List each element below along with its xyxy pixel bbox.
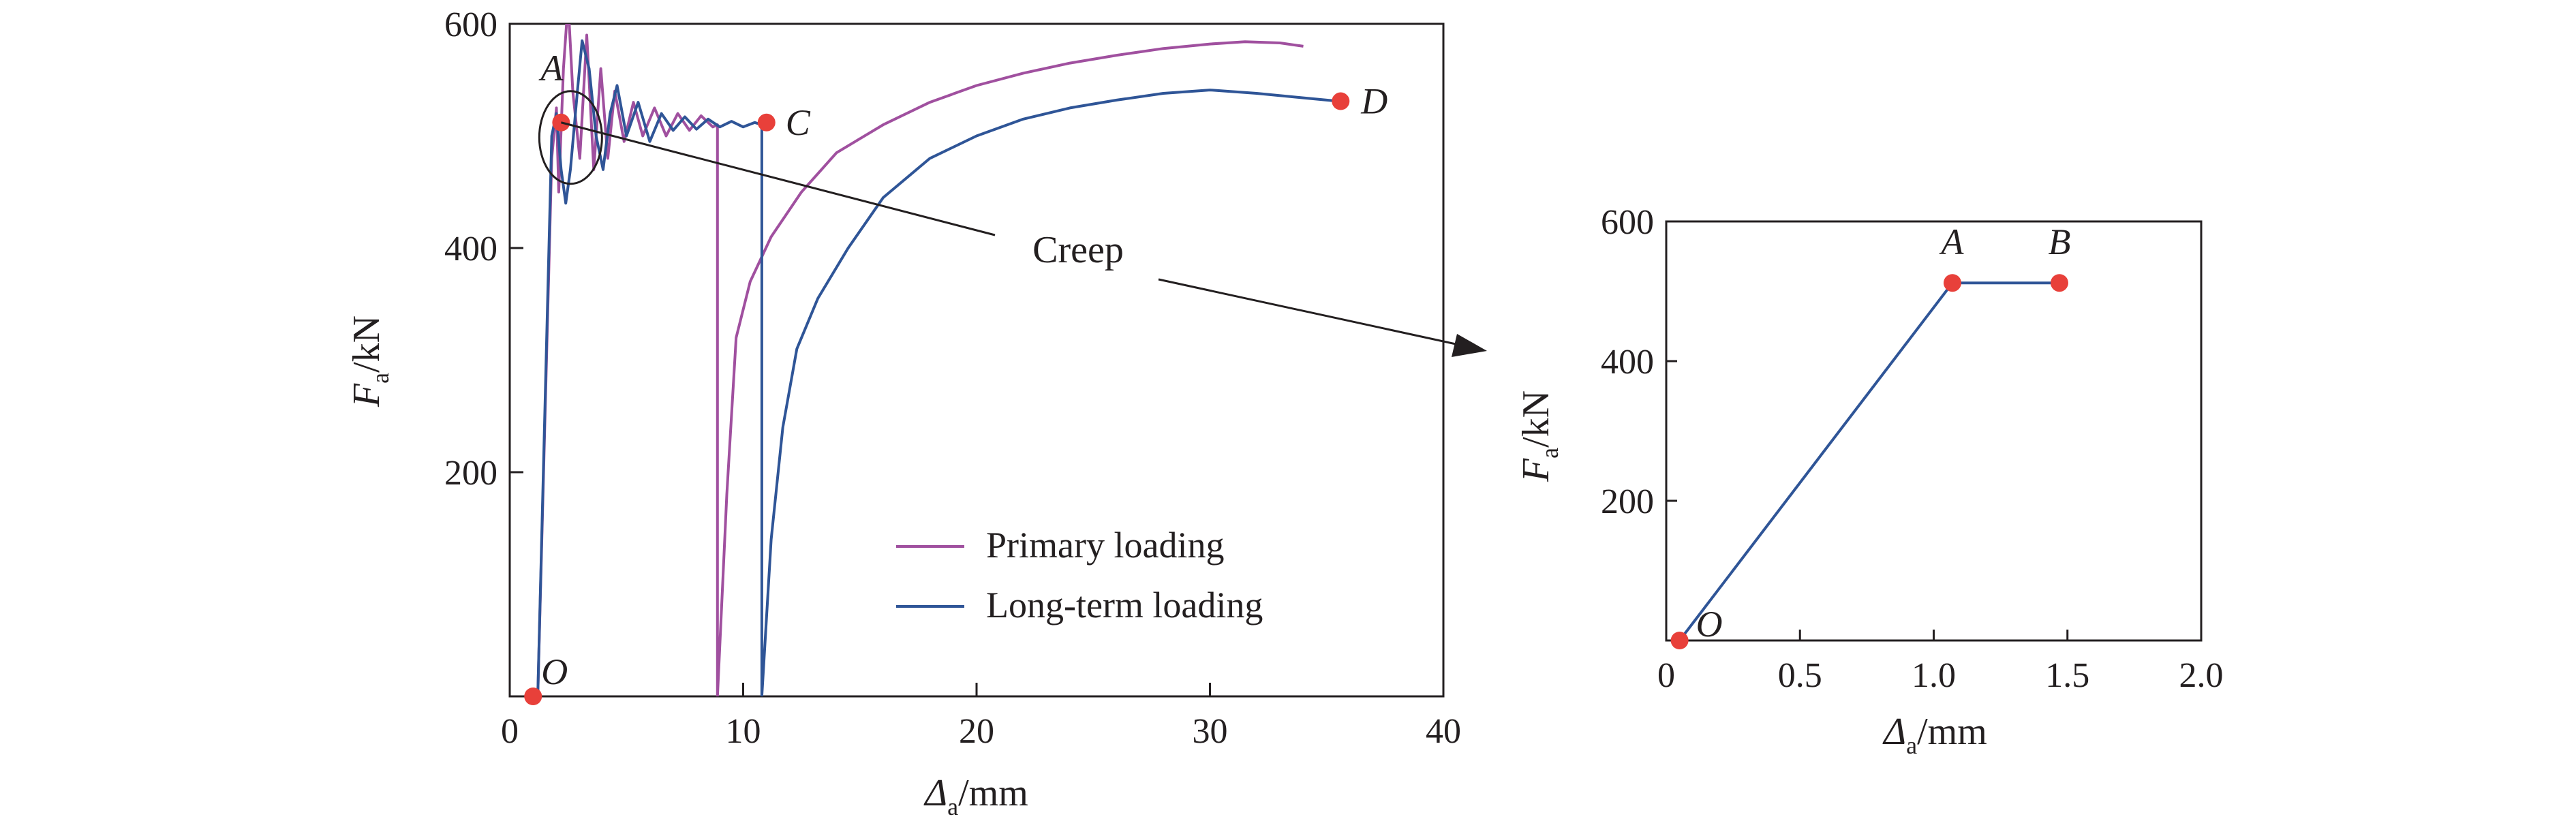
x-tick-label: 1.0 bbox=[1912, 656, 1956, 695]
x-tick-label: 0 bbox=[501, 712, 519, 751]
y-axis-symbol: F bbox=[346, 383, 388, 407]
point-c-marker bbox=[757, 113, 776, 132]
x-axis-unit: /mm bbox=[1917, 711, 1987, 753]
plot-frame bbox=[508, 22, 1445, 698]
legend-label: Long-term loading bbox=[986, 585, 1263, 626]
x-axis-title: Δa/mm bbox=[1882, 711, 1987, 759]
point-o-label: O bbox=[1696, 604, 1723, 645]
x-axis-unit: /mm bbox=[958, 772, 1028, 814]
y-tick-label: 200 bbox=[1601, 482, 1654, 521]
point-o-marker bbox=[1670, 632, 1689, 649]
x-axis-symbol: Δ bbox=[923, 772, 947, 814]
x-axis-title: Δa/mm bbox=[923, 772, 1028, 820]
y-tick-label: 400 bbox=[444, 230, 497, 268]
x-tick-label: 40 bbox=[1426, 712, 1461, 751]
main-chart: 0 10 20 30 40 200 400 600 Δa/mm Fa/kN O A C D Primary … bbox=[346, 5, 1461, 820]
callout-arrow-line bbox=[1158, 278, 1466, 348]
y-tick-label: 400 bbox=[1601, 343, 1654, 382]
plot-frame bbox=[1665, 220, 2203, 642]
y-tick-label: 600 bbox=[444, 5, 497, 44]
y-tick-label: 200 bbox=[444, 454, 497, 493]
y-axis-unit: /kN bbox=[1515, 390, 1557, 448]
inset-chart: 0 0.5 1.0 1.5 2.0 200 400 600 Δa/mm Fa/kN O A B bbox=[1515, 203, 2224, 759]
legend-label: Primary loading bbox=[986, 525, 1224, 566]
y-axis-subscript: a bbox=[1536, 448, 1563, 459]
callout-leader-line bbox=[560, 121, 996, 236]
series-line-long-term-loading bbox=[536, 39, 1339, 696]
point-o-marker bbox=[524, 688, 542, 705]
point-o-label: O bbox=[541, 651, 568, 692]
callout-arrowhead bbox=[1452, 334, 1487, 357]
point-d-label: D bbox=[1360, 81, 1387, 122]
point-a-label: A bbox=[538, 48, 564, 89]
y-axis-title: Fa/kN bbox=[346, 315, 394, 407]
x-tick-label: 0.5 bbox=[1778, 656, 1822, 695]
x-axis-subscript: a bbox=[947, 793, 958, 820]
point-b-marker bbox=[2050, 274, 2068, 292]
x-tick-label: 2.0 bbox=[2179, 656, 2224, 695]
x-tick-label: 20 bbox=[959, 712, 994, 751]
point-c-label: C bbox=[786, 102, 811, 143]
x-tick-label: 10 bbox=[726, 712, 761, 751]
point-b-label: B bbox=[2048, 221, 2070, 262]
series-line-primary-loading bbox=[536, 24, 1304, 696]
y-axis-unit: /kN bbox=[346, 315, 388, 373]
y-axis-subscript: a bbox=[367, 373, 394, 384]
point-a-marker bbox=[1943, 274, 1961, 292]
series-group bbox=[536, 24, 1339, 696]
y-tick-label: 600 bbox=[1601, 203, 1654, 242]
creep-callout: Creep bbox=[538, 90, 1487, 357]
x-axis-symbol: Δ bbox=[1882, 711, 1906, 753]
x-tick-label: 1.5 bbox=[2045, 656, 2089, 695]
callout-ellipse bbox=[538, 90, 603, 185]
y-axis-title: Fa/kN bbox=[1515, 390, 1563, 482]
x-axis-subscript: a bbox=[1906, 732, 1917, 759]
point-d-marker bbox=[1332, 92, 1350, 110]
x-tick-label: 30 bbox=[1193, 712, 1228, 751]
x-tick-label: 0 bbox=[1657, 656, 1675, 695]
creep-label: Creep bbox=[1032, 229, 1124, 271]
point-a-label: A bbox=[1939, 221, 1964, 262]
series-line-curve-0 bbox=[1678, 281, 2059, 640]
y-axis-symbol: F bbox=[1515, 458, 1557, 482]
series-group bbox=[1678, 281, 2059, 640]
